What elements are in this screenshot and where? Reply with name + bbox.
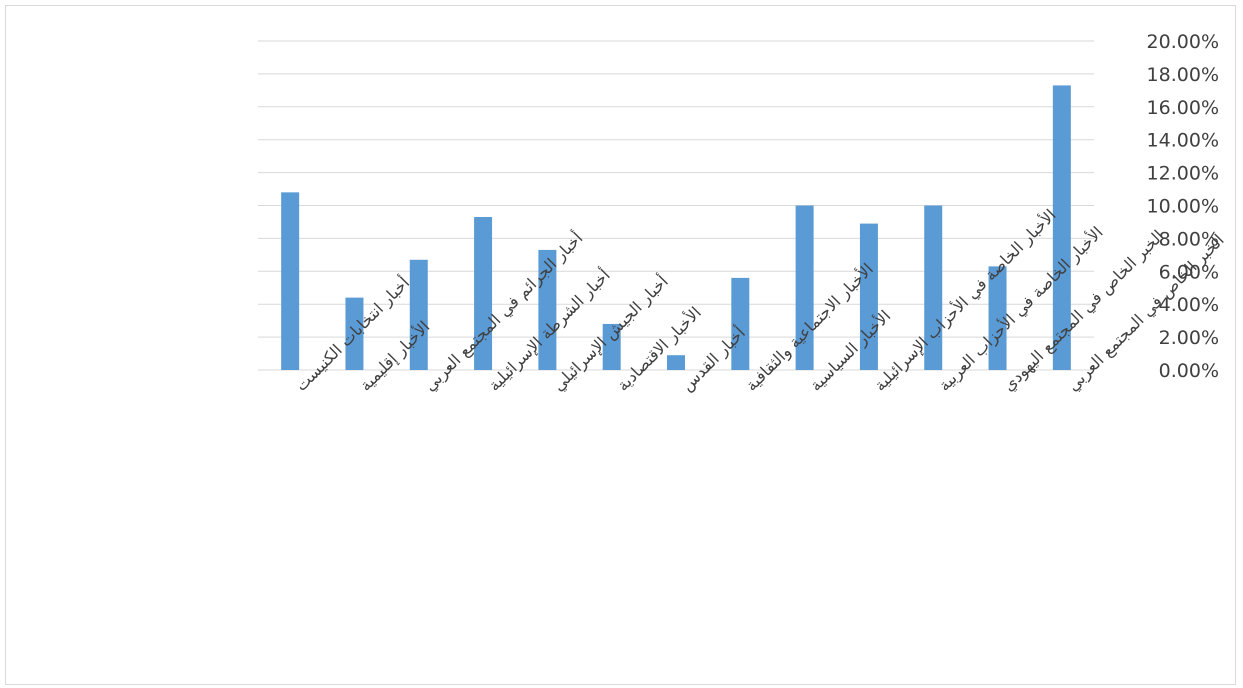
bar [409,259,428,370]
bar [859,223,878,370]
chart-frame: 0.00% 2.00% 4.00% 6.00% 8.00% 10.00% 12.00% 14.… [5,5,1236,685]
x-category-label: أخبار انتخابات الكنيست [291,272,414,395]
bar [667,355,685,370]
bar [924,205,943,370]
bar-chart: 0.00% 2.00% 4.00% 6.00% 8.00% 10.00% 12.00% 14.… [258,31,1229,396]
y-tick-label: 8.00% [1159,228,1219,250]
y-tick-label: 6.00% [1159,261,1219,283]
y-tick-label: 14.00% [1147,130,1219,152]
y-tick-label: 18.00% [1147,64,1219,86]
bar [602,323,621,370]
bar [795,205,814,370]
bar [731,277,750,370]
bar [988,266,1007,370]
y-tick-label: 16.00% [1147,97,1219,119]
y-tick-label: 2.00% [1159,327,1219,349]
bar [538,249,557,370]
bar [474,217,493,370]
bar [1052,85,1071,370]
bars [281,85,1071,370]
x-category-label: أخبار الجيش الإسرائيلي [548,271,672,395]
gridlines [258,40,1094,371]
y-axis-tick-labels: 0.00% 2.00% 4.00% 6.00% 8.00% 10.00% 12.00% 14.… [1147,31,1219,382]
y-tick-label: 10.00% [1147,196,1219,218]
y-tick-label: 12.00% [1147,163,1219,185]
y-tick-label: 4.00% [1159,294,1219,316]
bar [345,297,364,370]
bar [281,192,300,370]
y-tick-label: 0.00% [1159,360,1219,382]
y-tick-label: 20.00% [1147,31,1219,53]
